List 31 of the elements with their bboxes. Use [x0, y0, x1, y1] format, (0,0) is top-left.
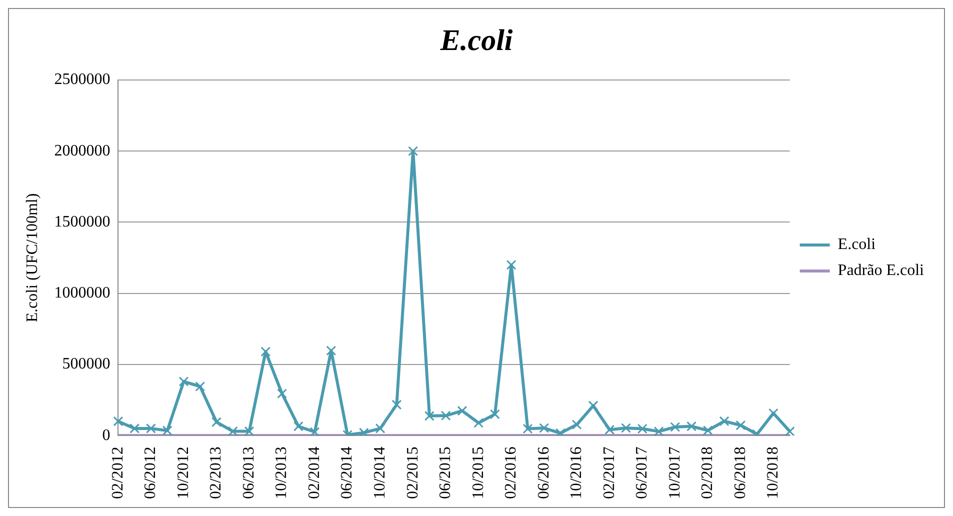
- x-tick-label: 06/2016: [535, 446, 552, 500]
- chart-title: E.coli: [439, 24, 514, 57]
- x-tick-label: 06/2015: [437, 446, 454, 500]
- x-tick-label: 02/2015: [404, 446, 422, 500]
- y-tick-label: 2000000: [54, 142, 110, 160]
- x-tick-label: 06/2012: [142, 446, 160, 500]
- y-tick-label: 1000000: [54, 284, 110, 302]
- y-tick-label: 500000: [62, 356, 110, 373]
- x-tick-label: 02/2017: [600, 446, 618, 500]
- x-tick-label: 10/2015: [470, 446, 487, 500]
- x-tick-label: 10/2012: [174, 446, 192, 500]
- x-tick-label: 10/2016: [568, 446, 586, 500]
- x-tick-label: 10/2017: [666, 446, 684, 500]
- x-tick-label: 02/2014: [306, 446, 323, 500]
- x-tick-label: 02/2013: [208, 446, 225, 500]
- x-tick-label: 06/2018: [732, 446, 749, 500]
- y-tick-label: 1500000: [54, 213, 110, 230]
- legend-label: E.coli: [838, 236, 876, 254]
- x-tick-label: 06/2017: [634, 446, 651, 500]
- x-tick-label: 06/2014: [338, 446, 356, 500]
- legend-label: Padrão E.coli: [838, 262, 925, 280]
- y-tick-label: 2500000: [54, 71, 110, 88]
- x-tick-label: 02/2018: [699, 446, 716, 500]
- y-axis-title: E.coli (UFC/100ml): [24, 193, 41, 322]
- x-tick-label: 10/2014: [371, 446, 388, 500]
- x-tick-label: 10/2013: [273, 446, 290, 500]
- x-tick-label: 02/2016: [502, 446, 520, 500]
- x-tick-label: 06/2013: [240, 446, 258, 500]
- x-tick-label: 02/2012: [109, 446, 126, 500]
- x-tick-label: 10/2018: [764, 446, 782, 500]
- y-tick-label: 0: [102, 426, 110, 444]
